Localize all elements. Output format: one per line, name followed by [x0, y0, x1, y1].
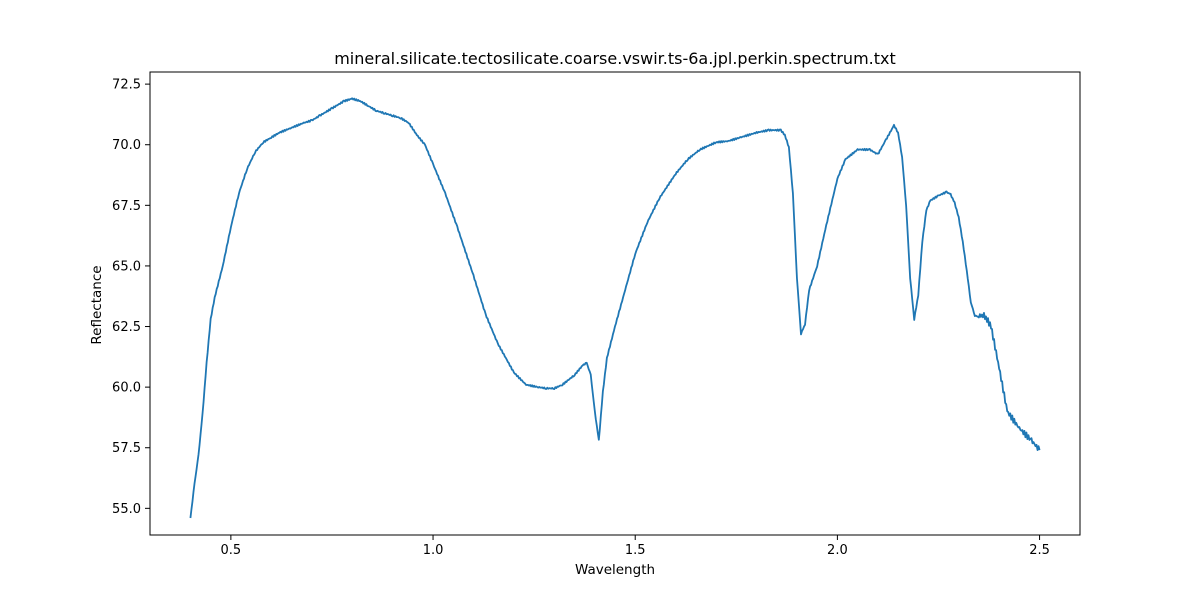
y-tick-label: 72.5 — [112, 78, 141, 93]
x-tick-label: 1.0 — [423, 543, 444, 558]
y-axis-ticks: 55.0 57.5 60.0 62.5 65.0 67.5 70.0 72.5 — [112, 78, 150, 517]
y-tick-label: 62.5 — [112, 320, 141, 335]
x-tick-label: 1.5 — [625, 543, 646, 558]
x-tick-label: 2.5 — [1029, 543, 1050, 558]
y-axis-label: Reflectance — [89, 265, 105, 344]
y-tick-label: 67.5 — [112, 199, 141, 214]
chart-title: mineral.silicate.tectosilicate.coarse.vs… — [334, 49, 896, 68]
y-tick-label: 70.0 — [112, 138, 141, 153]
y-tick-label: 57.5 — [112, 441, 141, 456]
x-axis-label: Wavelength — [575, 562, 655, 578]
x-tick-label: 2.0 — [827, 543, 848, 558]
plot-frame — [149, 71, 1081, 536]
x-tick-label: 0.5 — [221, 543, 242, 558]
plot-area — [149, 71, 1081, 536]
x-axis-ticks: 0.5 1.0 1.5 2.0 2.5 — [221, 535, 1050, 558]
series-line-0 — [189, 97, 1041, 519]
y-tick-label: 65.0 — [112, 259, 141, 274]
y-tick-label: 55.0 — [112, 502, 141, 517]
y-tick-label: 60.0 — [112, 381, 141, 396]
